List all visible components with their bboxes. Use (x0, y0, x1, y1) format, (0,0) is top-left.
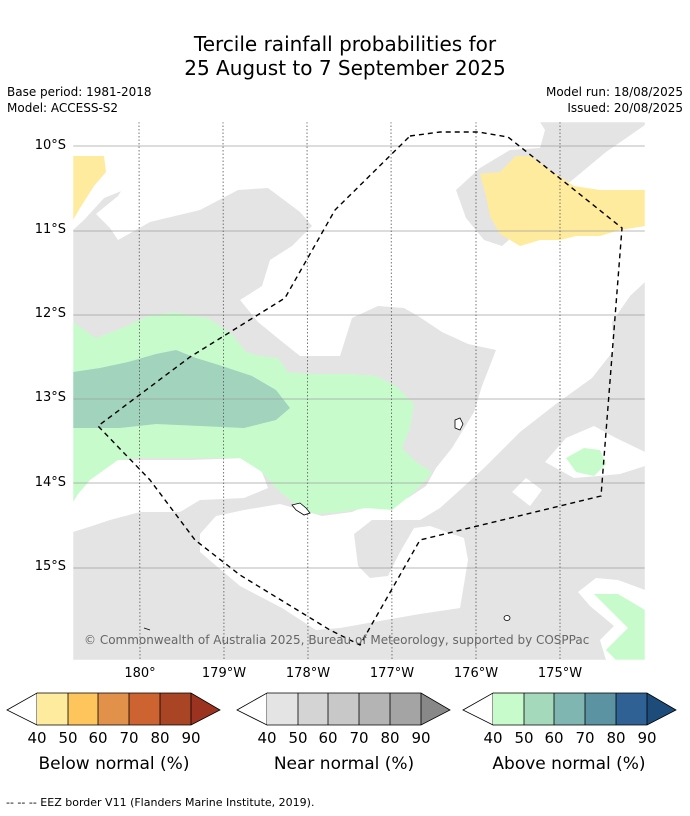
neutral-region-lower (73, 458, 268, 532)
colorbar-swatch (129, 693, 160, 725)
colorbar-title-below: Below normal (%) (38, 754, 190, 774)
colorbar-swatch (554, 693, 585, 725)
above-normal-60-region (73, 350, 290, 428)
map-credit: © Commonwealth of Australia 2025, Bureau… (84, 633, 590, 647)
colorbar-tick: 60 (318, 729, 338, 747)
colorbar-tick: 70 (349, 729, 369, 747)
island-outline (291, 502, 311, 516)
colorbar-lower-arrow (462, 692, 494, 726)
neutral-region-small (512, 478, 542, 506)
colorbar-below-normal (6, 692, 221, 726)
lon-label: 176°W (453, 666, 499, 681)
title-line-1: Tercile rainfall probabilities for (193, 32, 497, 56)
eez-border (96, 131, 623, 646)
colorbar-tick: 80 (606, 729, 626, 747)
colorbar-tick: 40 (483, 729, 503, 747)
lon-label: 177°W (369, 666, 415, 681)
map-plot-area (73, 122, 645, 660)
neutral-region-main (73, 122, 645, 630)
above-normal-50-southeast (594, 594, 645, 660)
colorbar-near-normal (236, 692, 451, 726)
colorbar-tick: 80 (380, 729, 400, 747)
colorbar-tick: 70 (575, 729, 595, 747)
colorbar-swatch (359, 693, 390, 725)
colorbar-tick: 90 (181, 729, 201, 747)
lat-label: 12°S (34, 306, 66, 321)
colorbar-tick: 50 (288, 729, 308, 747)
colorbar-tick: 60 (544, 729, 564, 747)
colorbar-tick: 80 (150, 729, 170, 747)
neutral-region-west-lobe (73, 276, 130, 324)
below-normal-50-east (480, 156, 645, 246)
base-period: Base period: 1981-2018 (7, 85, 152, 99)
lon-label: 178°W (285, 666, 331, 681)
colorbar-swatch (98, 693, 129, 725)
island-outline (454, 417, 464, 431)
colorbar-upper-arrow (191, 693, 220, 725)
graticule-lat (73, 145, 645, 569)
rainfall-probability-map (72, 121, 646, 661)
colorbar-tick: 90 (411, 729, 431, 747)
below-normal-50-west (73, 156, 106, 220)
lat-label: 11°S (34, 222, 66, 237)
colorbar-tick: 70 (119, 729, 139, 747)
title-line-2: 25 August to 7 September 2025 (184, 56, 506, 80)
issued-date: Issued: 20/08/2025 (567, 101, 683, 115)
lat-label: 15°S (34, 559, 66, 574)
colorbar-swatch (493, 693, 524, 725)
lat-label: 14°S (34, 475, 66, 490)
island-outline (143, 627, 151, 631)
model-run: Model run: 18/08/2025 (545, 85, 683, 99)
colorbar-swatch (160, 693, 191, 725)
colorbar-upper-arrow (421, 693, 450, 725)
colorbar-swatch (298, 693, 328, 725)
model-name: Model: ACCESS-S2 (7, 101, 119, 115)
lon-label: 179°W (201, 666, 247, 681)
colorbar-swatch (585, 693, 616, 725)
colorbar-swatch (616, 693, 647, 725)
graticule-lon (138, 122, 561, 660)
colorbar-swatch (328, 693, 359, 725)
island-outline (503, 615, 511, 621)
colorbar-swatch (267, 693, 298, 725)
neutral-region-top-left (73, 122, 140, 230)
map-frame (72, 121, 646, 661)
colorbar-swatch (37, 693, 68, 725)
colorbar-title-above: Above normal (%) (492, 754, 646, 774)
colorbar-tick: 50 (514, 729, 534, 747)
colorbar-swatch (390, 693, 421, 725)
colorbar-above-normal (462, 692, 677, 726)
colorbar-lower-arrow (236, 692, 268, 726)
eez-footnote: -- -- -- EEZ border V11 (Flanders Marine… (6, 796, 315, 809)
colorbar-tick: 60 (88, 729, 108, 747)
lat-label: 13°S (34, 390, 66, 405)
colorbar-swatch (68, 693, 98, 725)
colorbar-tick: 40 (27, 729, 47, 747)
colorbar-upper-arrow (647, 693, 676, 725)
lon-label: 175°W (537, 666, 583, 681)
above-normal-50-east (566, 448, 606, 476)
colorbar-lower-arrow (6, 692, 38, 726)
colorbar-tick: 40 (257, 729, 277, 747)
colorbar-tick: 50 (58, 729, 78, 747)
colorbar-tick: 90 (637, 729, 657, 747)
colorbar-swatch (524, 693, 554, 725)
lon-label: 180° (124, 666, 156, 681)
colorbar-title-near: Near normal (%) (273, 754, 415, 774)
lat-label: 10°S (34, 138, 66, 153)
